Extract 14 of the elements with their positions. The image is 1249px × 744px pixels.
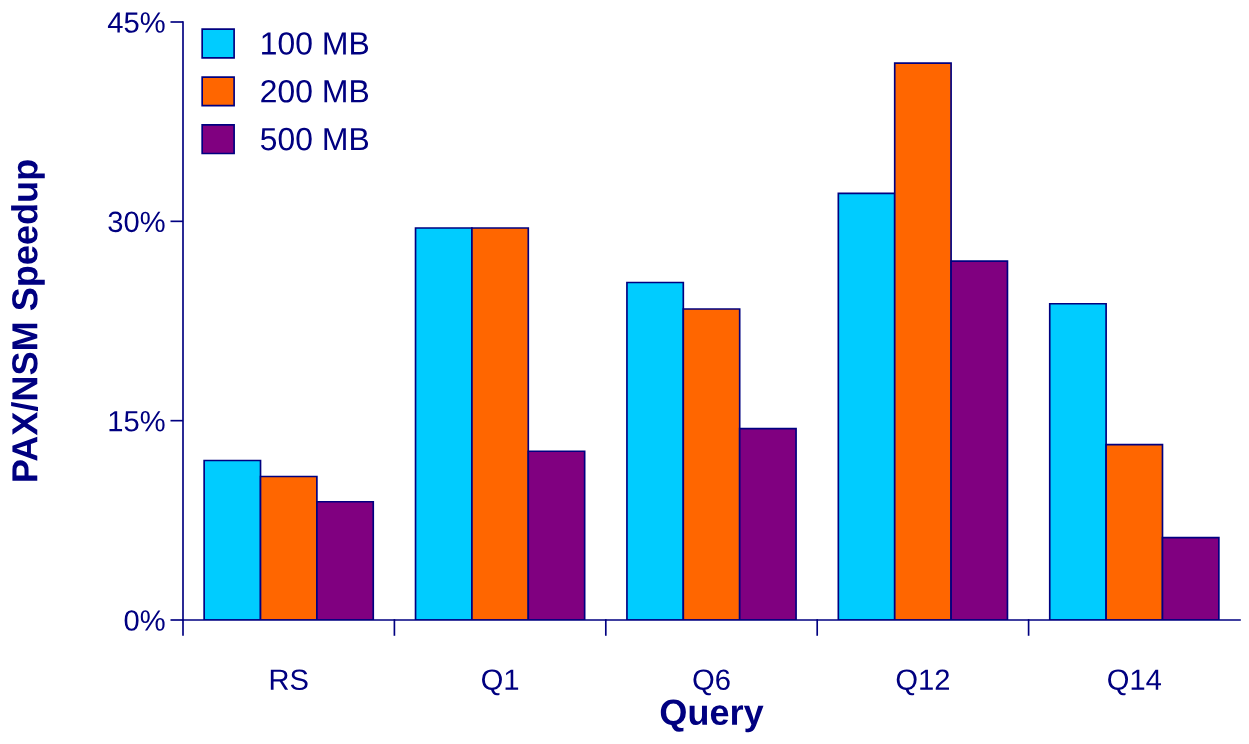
y-tick-label: 45%: [107, 12, 165, 33]
y-tick-label: 30%: [108, 211, 165, 233]
x-tick-label: Q1: [482, 669, 519, 696]
y-axis-title: PAX/NSM Speedup: [11, 160, 45, 481]
legend-label: 100 MB: [262, 32, 369, 55]
y-tick-label: 15%: [109, 411, 165, 432]
y-tick-label: 0%: [124, 610, 165, 631]
x-tick-label: Q14: [1108, 669, 1162, 696]
legend-label: 200 MB: [261, 79, 369, 103]
x-tick-label: Q12: [896, 669, 949, 696]
x-tick-label: Q6: [693, 669, 730, 696]
legend-label: 500 MB: [260, 127, 369, 151]
x-tick-label: RS: [270, 669, 308, 691]
x-axis-title: Query: [660, 699, 764, 733]
